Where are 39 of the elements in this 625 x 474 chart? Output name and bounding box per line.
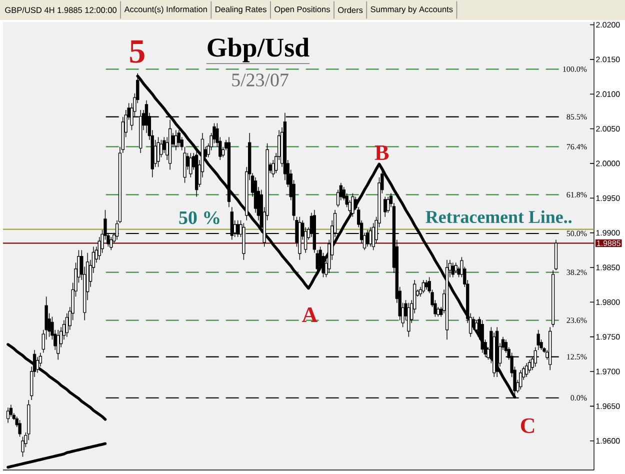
candlestick: [386, 196, 390, 214]
candlestick: [144, 100, 148, 134]
text: GBP/USD 4H 1.9885 12:00:00: [5, 6, 117, 14]
candlestick: [524, 362, 528, 378]
candlestick: [168, 119, 172, 170]
text: 5/23/07: [232, 74, 288, 86]
candlestick: [554, 239, 558, 271]
annotation: C: [520, 418, 534, 434]
text: Dealing Rates: [216, 6, 266, 14]
candlestick: [445, 260, 449, 340]
candlestick: [62, 320, 66, 340]
candlestick: [528, 359, 532, 374]
candlestick: [422, 280, 426, 294]
candlestick: [6, 407, 10, 424]
candlestick: [254, 176, 258, 214]
candlestick: [472, 316, 476, 330]
candlestick: [495, 326, 499, 378]
candlestick: [174, 130, 178, 151]
candlestick: [304, 226, 308, 254]
candlestick: [227, 136, 231, 208]
candlestick: [36, 356, 40, 374]
annotation: Retracement Line..: [426, 210, 572, 224]
candlestick: [336, 189, 340, 208]
annotation: A: [302, 307, 318, 322]
text: Gbp/Usd: [208, 38, 310, 62]
text: Open Positions: [274, 6, 330, 14]
candlestick: [9, 404, 13, 417]
candlestick: [65, 312, 69, 338]
annotation: 50 %: [179, 211, 220, 224]
candlestick: [418, 286, 422, 297]
candlestick: [194, 150, 198, 198]
candlestick: [366, 230, 370, 248]
annotation: B: [374, 146, 389, 160]
text: Summary by Accounts: [370, 6, 453, 14]
candlestick: [551, 270, 555, 328]
text: Orders: [338, 6, 363, 14]
annotation: 5: [130, 40, 144, 63]
text: Account(s) Information: [124, 6, 207, 14]
candlestick: [38, 352, 42, 367]
